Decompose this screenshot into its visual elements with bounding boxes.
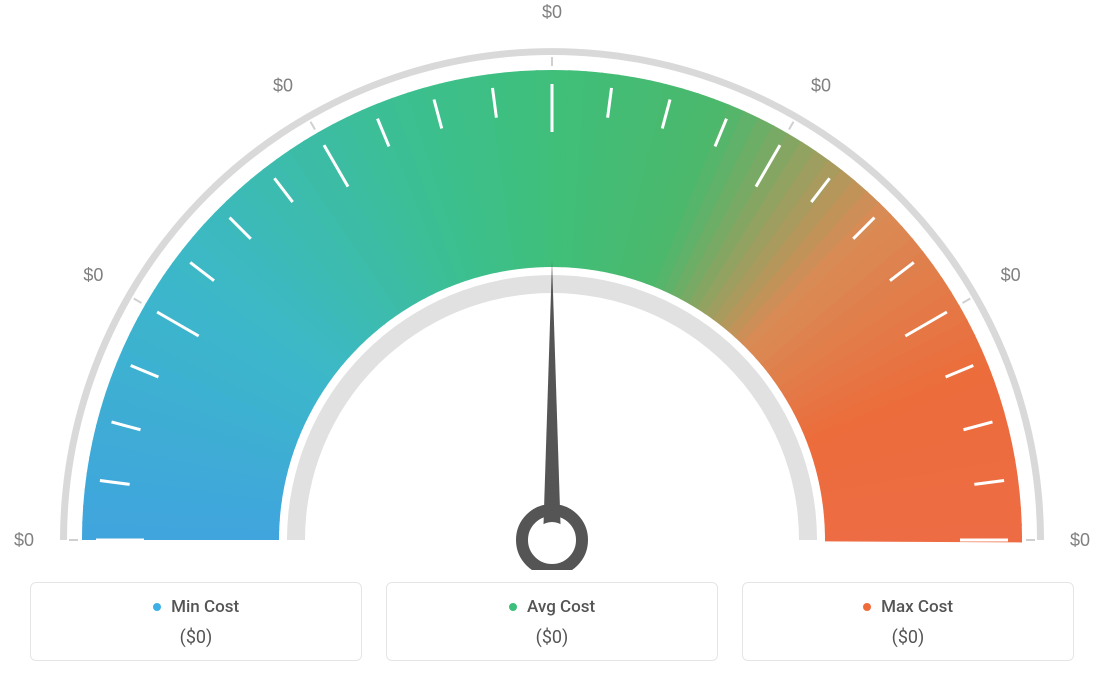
- svg-text:$0: $0: [273, 75, 293, 95]
- svg-text:$0: $0: [542, 2, 562, 22]
- legend-dot-icon: [509, 603, 517, 611]
- svg-text:$0: $0: [1001, 265, 1021, 285]
- legend-row: Min Cost ($0) Avg Cost ($0) Max Cost ($0…: [30, 582, 1074, 661]
- svg-text:$0: $0: [811, 75, 831, 95]
- svg-text:$0: $0: [83, 265, 103, 285]
- svg-text:$0: $0: [14, 530, 34, 550]
- legend-card-min: Min Cost ($0): [30, 582, 362, 661]
- legend-title: Max Cost: [753, 597, 1063, 617]
- legend-dot-icon: [863, 603, 871, 611]
- legend-value: ($0): [753, 627, 1063, 648]
- legend-value: ($0): [41, 627, 351, 648]
- legend-title: Avg Cost: [397, 597, 707, 617]
- legend-label: Max Cost: [881, 597, 953, 617]
- svg-text:$0: $0: [1070, 530, 1090, 550]
- legend-title: Min Cost: [41, 597, 351, 617]
- legend-label: Min Cost: [171, 597, 239, 617]
- gauge-chart: $0 $0 $0 $0 $0 $0 $0: [0, 0, 1104, 570]
- legend-label: Avg Cost: [527, 597, 595, 617]
- legend-card-max: Max Cost ($0): [742, 582, 1074, 661]
- legend-card-avg: Avg Cost ($0): [386, 582, 718, 661]
- legend-dot-icon: [153, 603, 161, 611]
- legend-value: ($0): [397, 627, 707, 648]
- chart-container: $0 $0 $0 $0 $0 $0 $0 Min Cost ($0) Avg Cost ($…: [0, 0, 1104, 690]
